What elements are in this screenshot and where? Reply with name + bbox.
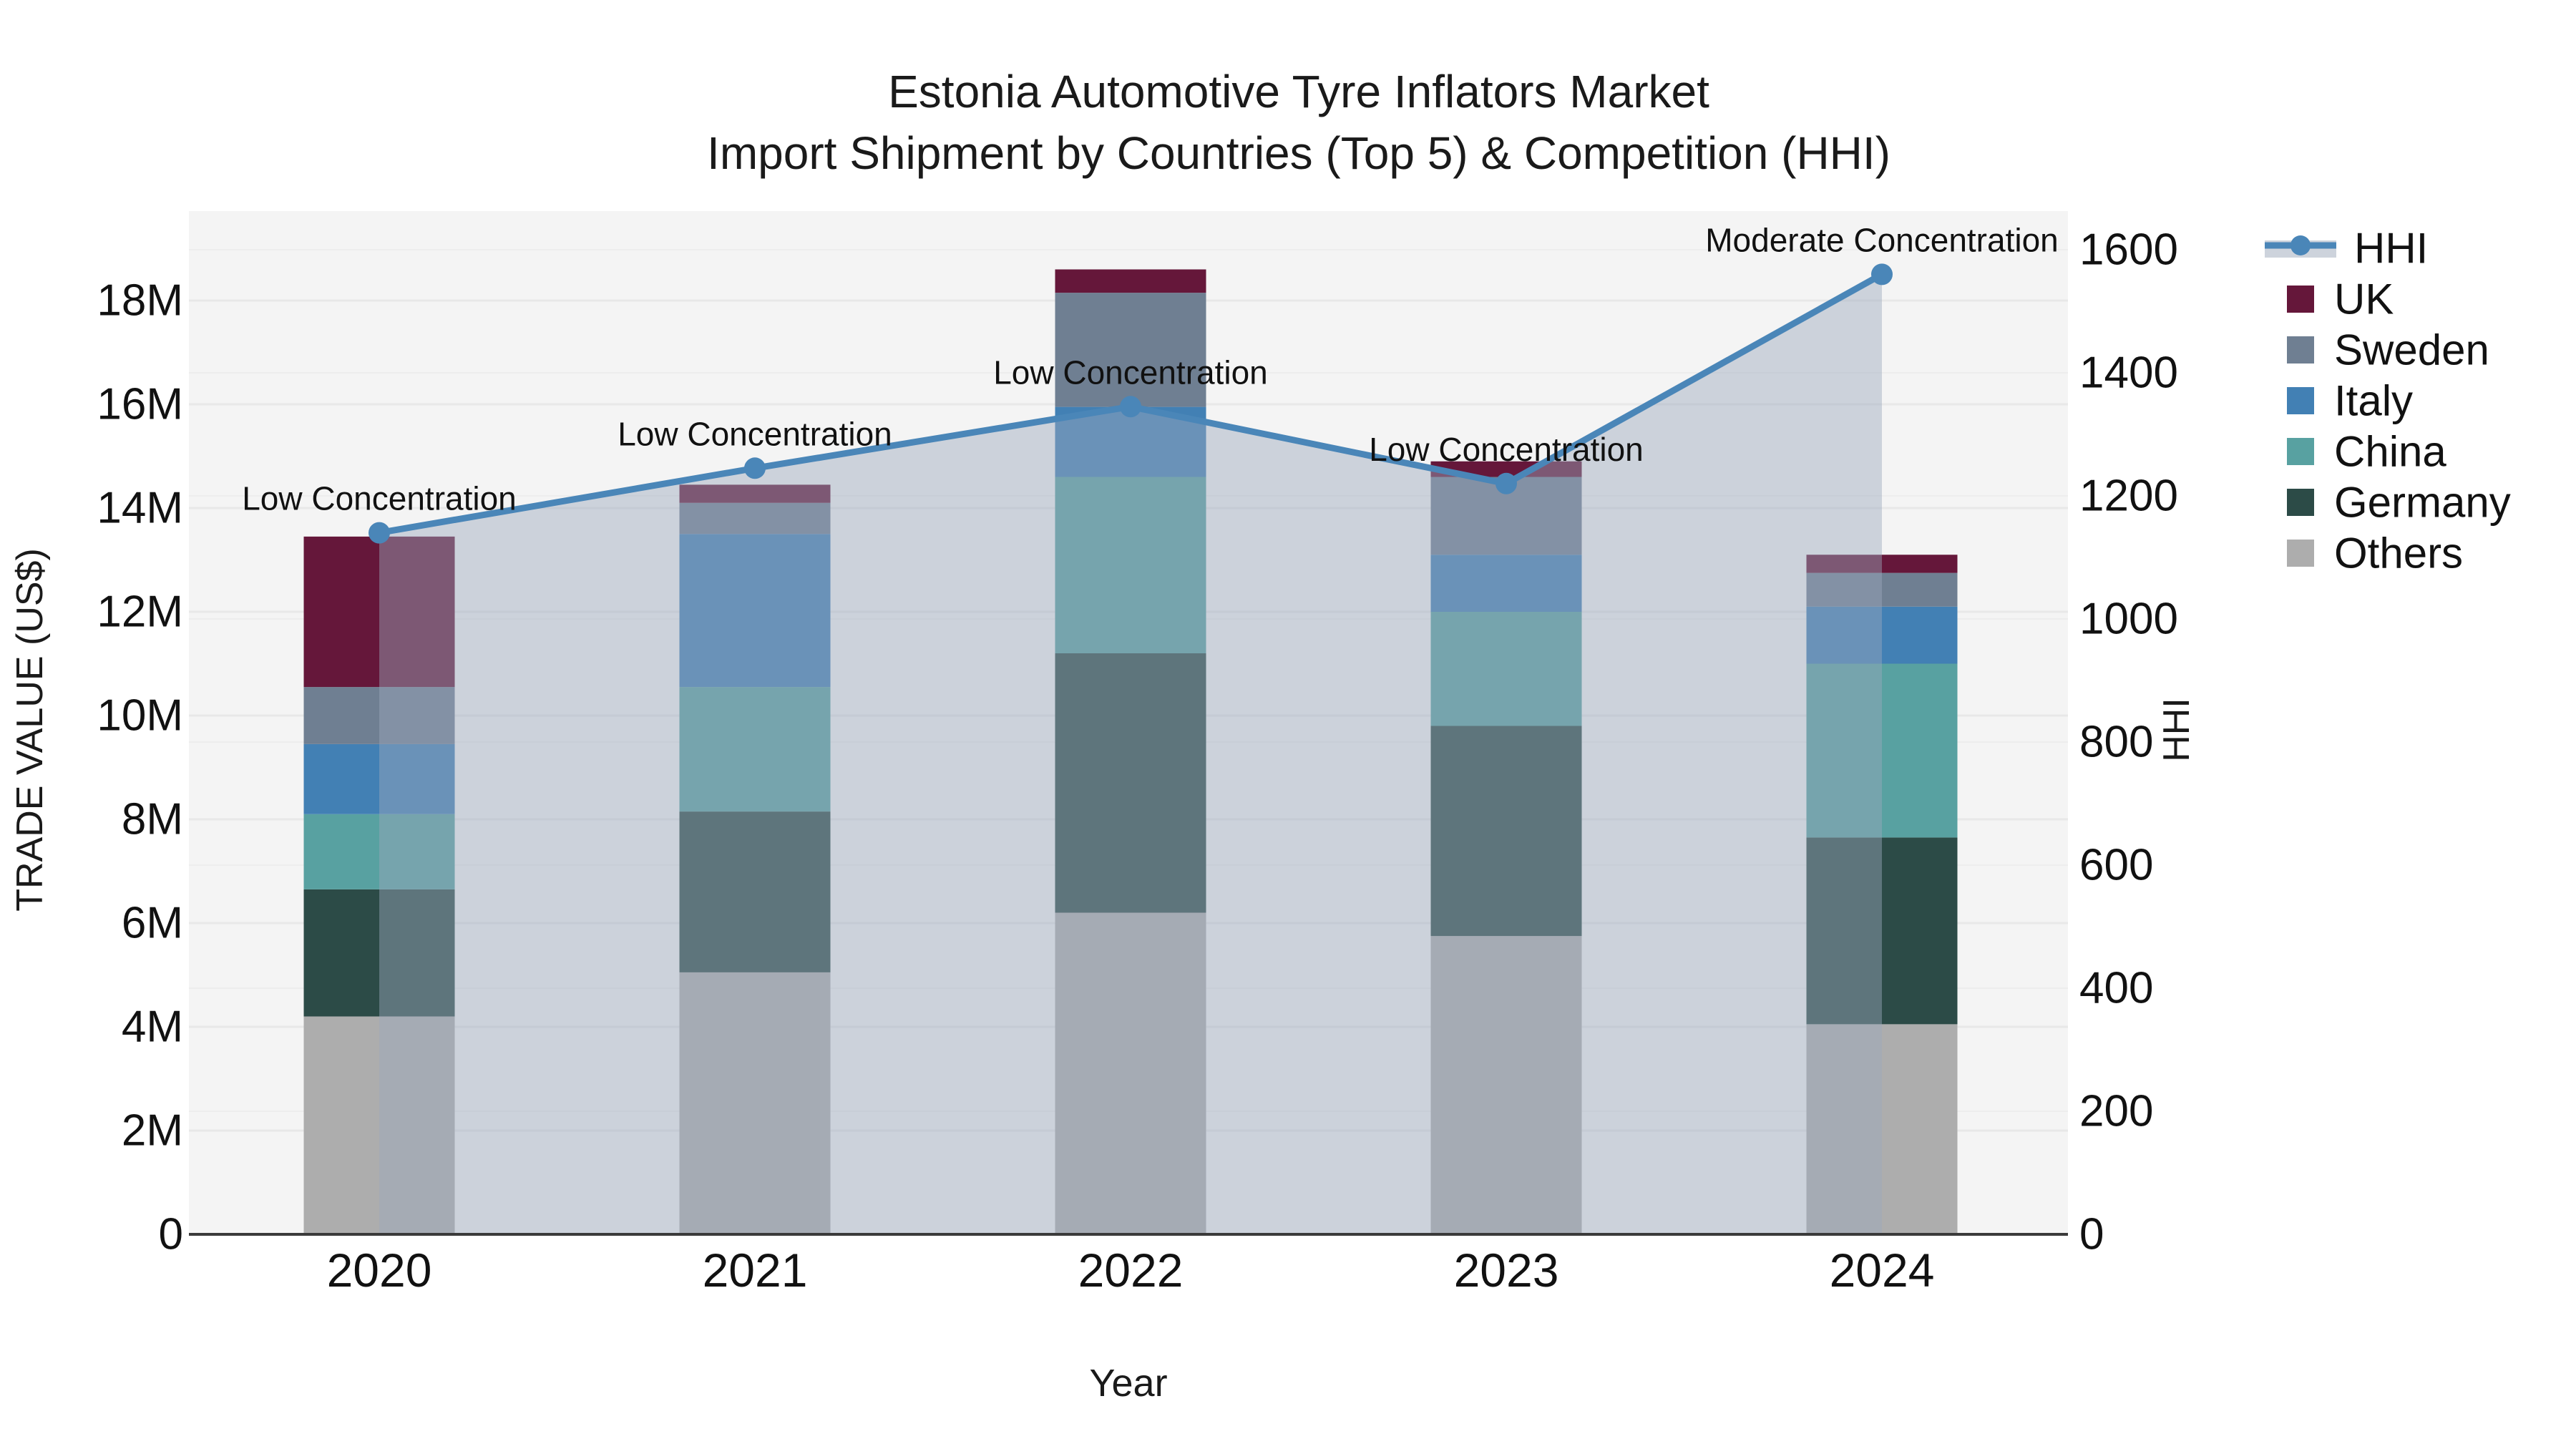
bar-segment-others-2021 xyxy=(679,972,831,1234)
bar-segment-uk-2021 xyxy=(679,484,831,503)
hhi-area-fill xyxy=(379,274,1882,1234)
bar-segment-uk-2024 xyxy=(1806,555,1958,573)
hhi-marker-2022 xyxy=(1120,396,1141,418)
y-right-tick-label-1600: 1600 xyxy=(2079,225,2178,275)
legend-item-sweden: Sweden xyxy=(2287,326,2489,374)
bar-segment-italy-2020 xyxy=(303,743,455,814)
bar-segment-others-2024 xyxy=(1806,1024,1958,1234)
x-tick-label-2023: 2023 xyxy=(1454,1244,1559,1297)
y-left-tick-label-4M: 4M xyxy=(122,1002,183,1052)
y-left-tick-label-8M: 8M xyxy=(122,795,183,844)
annotation-2021: Low Concentration xyxy=(618,415,892,452)
hhi-marker-2020 xyxy=(369,522,390,544)
annotation-2022: Low Concentration xyxy=(993,353,1268,391)
y-left-tick-label-18M: 18M xyxy=(97,276,183,326)
annotation-2024: Moderate Concentration xyxy=(1705,221,2059,258)
y-left-tick-label-14M: 14M xyxy=(97,484,183,533)
legend-swatch-italy xyxy=(2287,387,2314,414)
x-tick-label-2024: 2024 xyxy=(1830,1244,1935,1297)
legend-swatch-china xyxy=(2287,438,2314,465)
bar-segment-others-2022 xyxy=(1055,912,1206,1234)
y-right-tick-label-0: 0 xyxy=(2079,1210,2104,1259)
bar-segment-china-2021 xyxy=(679,687,831,812)
legend-item-germany: Germany xyxy=(2287,479,2511,527)
bar-segment-germany-2023 xyxy=(1430,726,1582,937)
legend-swatch-germany xyxy=(2287,489,2314,516)
y-right-tick-label-600: 600 xyxy=(2079,841,2153,890)
y-left-tick-label-6M: 6M xyxy=(122,899,183,948)
bar-segment-italy-2021 xyxy=(679,534,831,688)
legend-label-italy: Italy xyxy=(2334,377,2413,425)
bar-segment-germany-2020 xyxy=(303,889,455,1017)
annotation-2020: Low Concentration xyxy=(242,480,517,517)
x-tick-label-2020: 2020 xyxy=(327,1244,432,1297)
y-right-tick-label-200: 200 xyxy=(2079,1087,2153,1136)
bar-segment-uk-2020 xyxy=(303,536,455,688)
bar-segment-china-2020 xyxy=(303,814,455,889)
legend-swatch-sweden xyxy=(2287,336,2314,364)
y-left-axis-title: TRADE VALUE (US$) xyxy=(9,548,51,912)
legend-label-china: China xyxy=(2334,428,2446,476)
y-left-tick-label-2M: 2M xyxy=(122,1106,183,1156)
y-right-tick-label-400: 400 xyxy=(2079,964,2153,1013)
bar-segment-germany-2021 xyxy=(679,811,831,972)
legend-item-italy: Italy xyxy=(2287,377,2413,425)
y-right-tick-label-1400: 1400 xyxy=(2079,348,2178,398)
bar-segment-sweden-2020 xyxy=(303,687,455,744)
y-left-tick-label-10M: 10M xyxy=(97,691,183,741)
chart-title-line2: Import Shipment by Countries (Top 5) & C… xyxy=(707,127,1890,179)
legend-swatch-others xyxy=(2287,540,2314,567)
hhi-marker-2021 xyxy=(744,457,766,479)
legend-hhi-marker-icon xyxy=(2290,235,2311,255)
bar-segment-italy-2024 xyxy=(1806,606,1958,664)
y-left-tick-label-16M: 16M xyxy=(97,380,183,429)
y-right-axis-title: HHI xyxy=(2156,698,2197,762)
bar-segment-sweden-2021 xyxy=(679,502,831,535)
x-tick-label-2022: 2022 xyxy=(1078,1244,1184,1297)
bar-segment-china-2024 xyxy=(1806,663,1958,838)
legend-label-others: Others xyxy=(2334,530,2463,577)
hhi-marker-2023 xyxy=(1496,472,1517,494)
bar-segment-others-2023 xyxy=(1430,936,1582,1234)
legend-item-china: China xyxy=(2287,428,2446,476)
legend-swatch-uk xyxy=(2287,286,2314,313)
legend-item-uk: UK xyxy=(2287,275,2394,323)
bar-segment-china-2023 xyxy=(1430,612,1582,726)
x-axis-title: Year xyxy=(1089,1362,1168,1405)
legend-item-others: Others xyxy=(2287,530,2463,577)
bar-segment-uk-2022 xyxy=(1055,269,1206,293)
y-left-tick-label-0: 0 xyxy=(159,1210,183,1259)
bar-segment-germany-2022 xyxy=(1055,653,1206,913)
y-right-tick-label-1200: 1200 xyxy=(2079,472,2178,521)
annotation-2023: Low Concentration xyxy=(1369,431,1644,468)
y-left-tick-label-12M: 12M xyxy=(97,587,183,637)
legend-label-germany: Germany xyxy=(2334,479,2511,527)
legend-label-sweden: Sweden xyxy=(2334,326,2489,374)
bar-segment-china-2022 xyxy=(1055,477,1206,653)
bar-segment-sweden-2024 xyxy=(1806,572,1958,607)
bar-segment-others-2020 xyxy=(303,1016,455,1234)
bar-segment-germany-2024 xyxy=(1806,837,1958,1025)
y-right-tick-label-1000: 1000 xyxy=(2079,595,2178,644)
y-right-tick-label-800: 800 xyxy=(2079,718,2153,767)
bar-segment-italy-2023 xyxy=(1430,555,1582,612)
chart-title-line1: Estonia Automotive Tyre Inflators Market xyxy=(888,66,1709,117)
legend-label-uk: UK xyxy=(2334,275,2394,323)
x-tick-label-2021: 2021 xyxy=(703,1244,808,1297)
legend-item-hhi: HHI xyxy=(2265,225,2428,273)
legend-label-hhi: HHI xyxy=(2354,225,2428,273)
hhi-marker-2024 xyxy=(1871,263,1893,286)
bar-segment-sweden-2022 xyxy=(1055,293,1206,407)
